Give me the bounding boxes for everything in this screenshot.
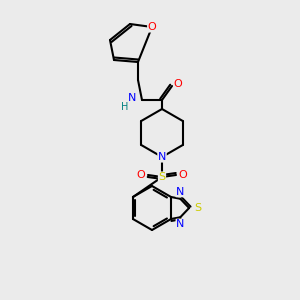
Text: O: O (178, 170, 188, 180)
Text: O: O (148, 22, 156, 32)
Text: N: N (158, 152, 166, 162)
Text: O: O (136, 170, 146, 180)
Text: S: S (194, 203, 202, 213)
Text: S: S (158, 172, 166, 182)
Text: H: H (121, 102, 129, 112)
Text: N: N (176, 187, 184, 197)
Text: O: O (174, 79, 182, 89)
Text: N: N (176, 219, 184, 229)
Text: N: N (128, 93, 136, 103)
